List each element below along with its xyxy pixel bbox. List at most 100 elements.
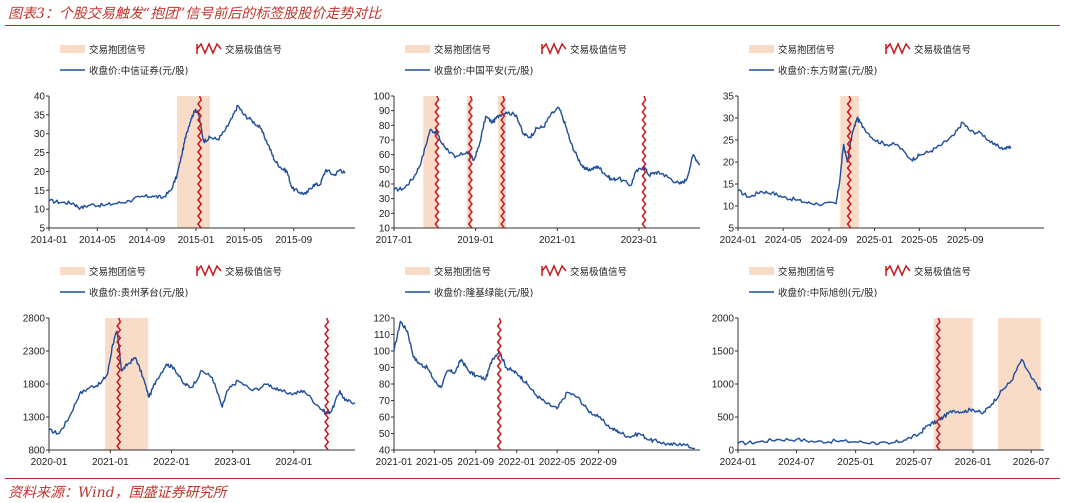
y-tick-label: 70 (379, 136, 391, 147)
x-tick-label: 2024-01 (720, 235, 757, 246)
legend-label-group: 交易抱团信号 (89, 266, 146, 278)
price-line (737, 358, 1042, 446)
y-tick-label: 10 (379, 224, 391, 235)
legend-swatch-group (749, 267, 774, 275)
y-tick-label: 1000 (712, 380, 735, 391)
y-tick-label: 70 (379, 396, 391, 407)
y-tick-label: 1300 (23, 413, 46, 424)
x-tick-label: 2022-09 (580, 457, 617, 468)
legend-swatch-signal (196, 264, 222, 277)
x-tick-label: 2019-01 (457, 235, 494, 246)
shaded-range (466, 96, 471, 228)
y-tick-label: 30 (34, 129, 46, 140)
x-tick-label: 2022-05 (539, 457, 576, 468)
legend-label-group: 交易抱团信号 (778, 266, 835, 278)
legend-swatch-group (749, 45, 774, 53)
figure-title: 图表3：个股交易触发“抱团”信号前后的标签股股价走势对比 (8, 6, 382, 22)
y-tick-label: 5 (728, 224, 734, 235)
y-tick-label: 110 (374, 330, 390, 341)
signal-marker (467, 95, 473, 229)
x-tick-label: 2026-01 (955, 457, 992, 468)
x-tick-label: 2022-01 (153, 457, 190, 468)
legend-swatch-signal (196, 42, 222, 55)
shaded-range (177, 96, 211, 228)
y-tick-label: 60 (379, 413, 391, 424)
y-tick-label: 800 (28, 446, 45, 457)
signal-marker (935, 317, 941, 451)
legend-label-group: 交易抱团信号 (89, 44, 146, 56)
y-tick-label: 40 (379, 446, 391, 457)
x-tick-label: 2015-01 (178, 235, 215, 246)
x-tick-label: 2021-01 (539, 235, 576, 246)
y-tick-label: 20 (723, 158, 735, 169)
x-tick-label: 2021-01 (376, 457, 413, 468)
x-tick-label: 2021-09 (457, 457, 494, 468)
y-tick-label: 1800 (23, 380, 46, 391)
price-line (393, 320, 696, 450)
y-tick-label: 80 (379, 121, 391, 132)
legend-label-signal: 交易极值信号 (914, 266, 971, 278)
y-tick-label: 60 (379, 150, 391, 161)
y-tick-label: 40 (34, 92, 46, 103)
signal-marker (496, 317, 502, 451)
y-tick-label: 2800 (23, 314, 46, 325)
legend-label-signal: 交易极值信号 (225, 266, 282, 278)
y-tick-label: 35 (34, 110, 46, 121)
x-tick-label: 2015-09 (275, 235, 312, 246)
x-tick-label: 2014-09 (128, 235, 165, 246)
legend-label-group: 交易抱团信号 (778, 44, 835, 56)
x-tick-label: 2023-01 (214, 457, 251, 468)
chart-panel-5: 交易抱团信号 交易极值信号 收盘价:隆基绿能(元/股) 40 50 60 70 80 90 100… (350, 258, 705, 483)
y-tick-label: 100 (373, 92, 390, 103)
y-tick-label: 20 (34, 167, 46, 178)
legend-label-series: 收盘价:中国平安(元/股) (434, 65, 533, 77)
legend-swatch-group (60, 45, 85, 53)
y-tick-label: 90 (379, 363, 391, 374)
y-tick-label: 50 (379, 165, 391, 176)
y-tick-label: 15 (723, 180, 735, 191)
price-line (393, 106, 701, 192)
y-tick-label: 2300 (23, 347, 46, 358)
y-tick-label: 30 (379, 194, 391, 205)
legend-label-signal: 交易极值信号 (914, 44, 971, 56)
shaded-range (933, 318, 973, 450)
y-tick-label: 5 (39, 224, 45, 235)
chart-panel-3: 交易抱团信号 交易极值信号 收盘价:东方财富(元/股) 5 10 15 20 25 30 35 20… (694, 36, 1049, 261)
chart-panel-6: 交易抱团信号 交易极值信号 收盘价:中际旭创(元/股) 0 500 1000 1500 200… (694, 258, 1050, 483)
legend-swatch-signal (541, 42, 567, 55)
legend-label-signal: 交易极值信号 (225, 44, 282, 56)
chart-panel-4: 交易抱团信号 交易极值信号收盘价:贵州茅台(元/股) 800 1300 1800 2300… (5, 258, 360, 483)
x-tick-label: 2025-07 (895, 457, 932, 468)
x-tick-label: 2025-09 (947, 235, 984, 246)
price-line (737, 116, 1012, 207)
y-tick-label: 120 (373, 314, 390, 325)
x-tick-label: 2021-01 (92, 457, 129, 468)
y-tick-label: 100 (373, 347, 390, 358)
x-tick-label: 2024-01 (720, 457, 757, 468)
legend-label-series: 收盘价:隆基绿能(元/股) (434, 287, 533, 299)
source-note: 资料来源：Wind，国盛证券研究所 (8, 485, 227, 501)
x-tick-label: 2024-07 (778, 457, 815, 468)
y-tick-label: 50 (379, 429, 391, 440)
bottom-rule (5, 478, 1060, 479)
legend-swatch-signal (541, 264, 567, 277)
chart-panel-2: 交易抱团信号 交易极值信号 收盘价:中国平安(元/股) 10 20 30 40 50 60 70 8… (350, 36, 705, 261)
legend-swatch-group (405, 45, 430, 53)
y-tick-label: 2000 (712, 314, 735, 325)
legend-swatch-signal (885, 264, 911, 277)
x-tick-label: 2015-05 (226, 235, 263, 246)
y-tick-label: 0 (728, 446, 734, 457)
y-tick-label: 15 (34, 186, 46, 197)
legend-swatch-group (405, 267, 430, 275)
x-tick-label: 2020-01 (31, 457, 68, 468)
legend-label-series: 收盘价:贵州茅台(元/股) (89, 287, 188, 299)
y-tick-label: 25 (34, 148, 46, 159)
x-tick-label: 2025-05 (901, 235, 938, 246)
signal-marker (197, 95, 203, 229)
